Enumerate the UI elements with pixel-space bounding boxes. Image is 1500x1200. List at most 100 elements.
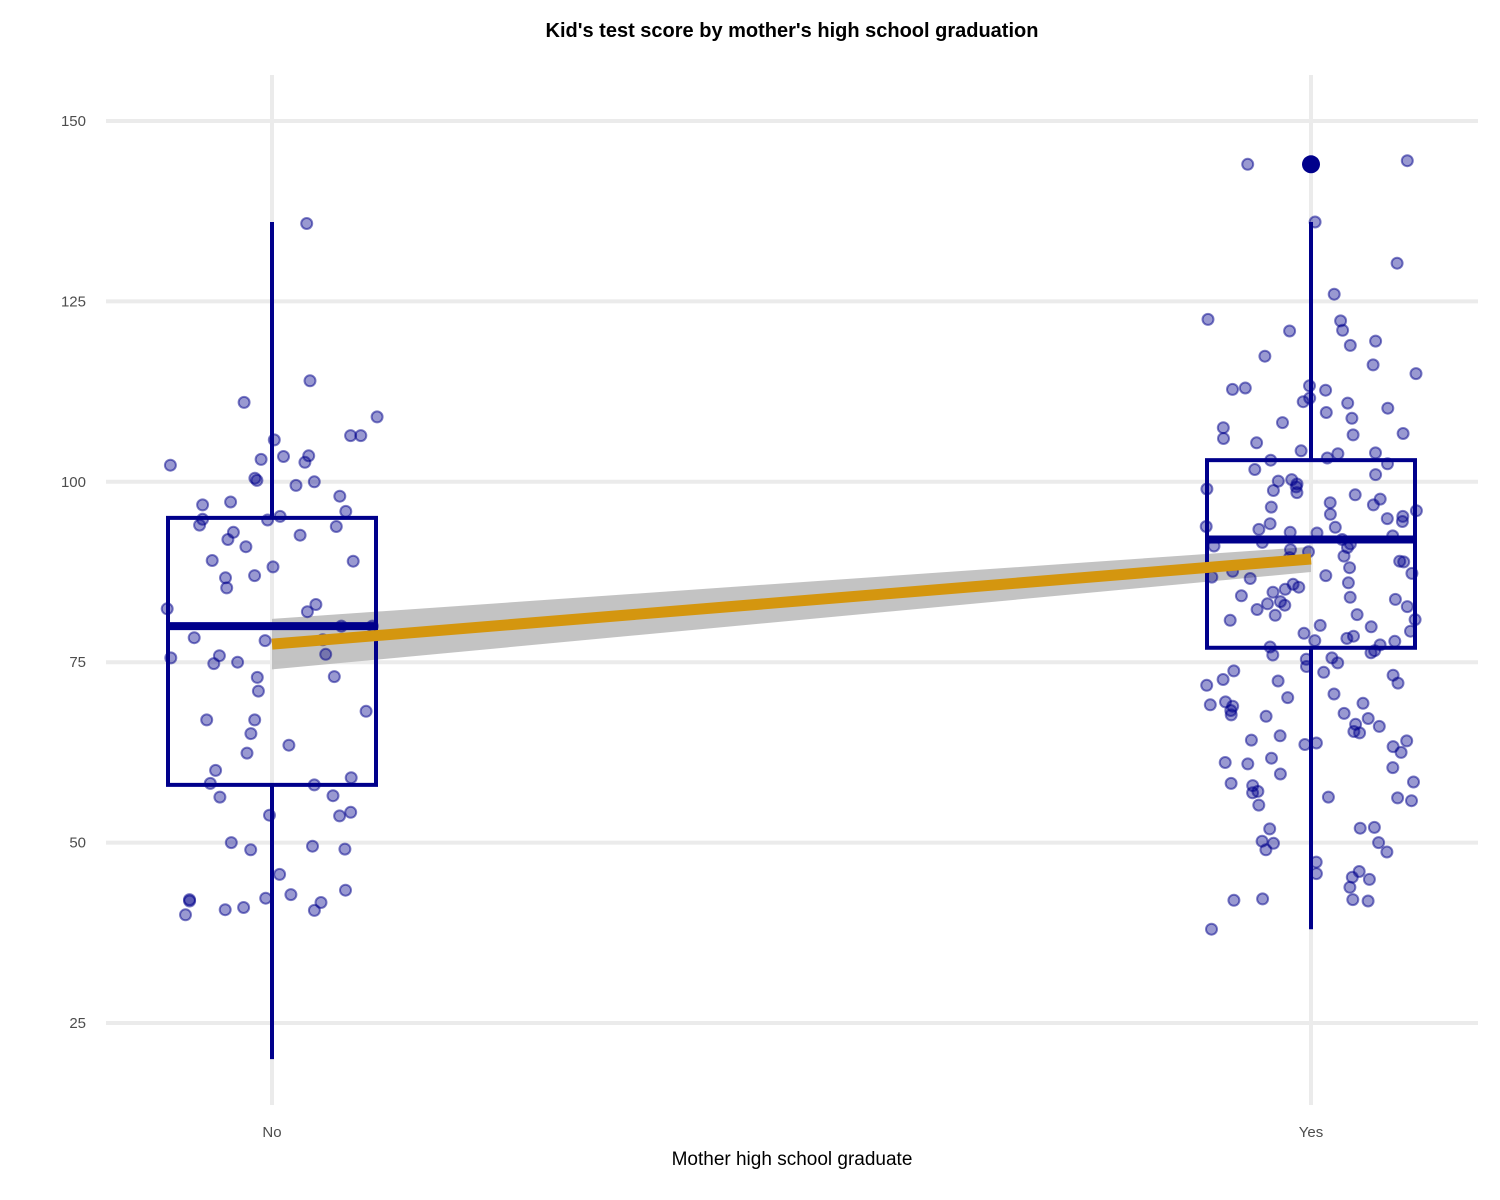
data-point bbox=[1341, 576, 1355, 590]
jitter-points-layer bbox=[160, 154, 1423, 936]
data-point bbox=[1227, 893, 1241, 907]
data-point bbox=[1271, 474, 1285, 488]
data-point bbox=[319, 647, 333, 661]
y-tick-label: 75 bbox=[69, 654, 86, 671]
data-point bbox=[338, 842, 352, 856]
data-point bbox=[1201, 312, 1215, 326]
data-point bbox=[300, 217, 314, 230]
data-point bbox=[259, 891, 273, 905]
data-point bbox=[1391, 676, 1405, 690]
data-point bbox=[1205, 922, 1218, 936]
data-point bbox=[1273, 729, 1287, 743]
data-point bbox=[1369, 334, 1383, 348]
data-point bbox=[1294, 444, 1308, 458]
data-point bbox=[1348, 488, 1362, 502]
data-point bbox=[1323, 496, 1337, 510]
data-point bbox=[1246, 786, 1260, 800]
data-point bbox=[1395, 515, 1409, 528]
data-point bbox=[1226, 382, 1239, 396]
confidence-band-layer bbox=[272, 546, 1311, 670]
data-point bbox=[329, 520, 343, 533]
trend-line bbox=[271, 553, 1312, 650]
data-point bbox=[219, 571, 232, 585]
data-point bbox=[1405, 794, 1418, 808]
data-point bbox=[359, 704, 373, 718]
data-point bbox=[1261, 597, 1274, 611]
data-point bbox=[239, 540, 253, 554]
data-point bbox=[344, 771, 358, 785]
data-point bbox=[1258, 349, 1272, 363]
data-point bbox=[218, 903, 232, 917]
data-point bbox=[187, 631, 201, 645]
data-point bbox=[1353, 726, 1367, 740]
data-point bbox=[1407, 775, 1420, 789]
data-point bbox=[1217, 432, 1230, 445]
data-point bbox=[1390, 256, 1404, 270]
data-point bbox=[1264, 500, 1278, 514]
data-point bbox=[183, 893, 196, 907]
data-point bbox=[1243, 572, 1257, 585]
data-point bbox=[1343, 338, 1357, 352]
data-point bbox=[1278, 598, 1292, 612]
data-point bbox=[196, 498, 210, 512]
data-point bbox=[333, 809, 347, 823]
data-point bbox=[1391, 791, 1405, 805]
data-point bbox=[266, 560, 280, 574]
data-point bbox=[258, 634, 272, 648]
data-point bbox=[1386, 761, 1400, 775]
data-point bbox=[370, 410, 384, 424]
data-point bbox=[1321, 790, 1335, 804]
data-point bbox=[1290, 486, 1304, 500]
data-point bbox=[248, 569, 262, 583]
data-point bbox=[1346, 428, 1360, 442]
data-point bbox=[1343, 880, 1357, 894]
x-axis-label: Mother high school graduate bbox=[672, 1149, 913, 1170]
data-point bbox=[1367, 820, 1381, 834]
data-point bbox=[1266, 585, 1280, 599]
data-point bbox=[163, 458, 177, 472]
data-point bbox=[209, 763, 223, 777]
data-point bbox=[277, 450, 290, 463]
data-point bbox=[1267, 836, 1280, 850]
data-point bbox=[1252, 522, 1266, 536]
data-point bbox=[344, 429, 358, 443]
data-point bbox=[1341, 396, 1355, 410]
data-point bbox=[1298, 738, 1312, 751]
data-point bbox=[1362, 872, 1376, 886]
data-point bbox=[1250, 603, 1264, 616]
data-point bbox=[1319, 406, 1333, 419]
data-point bbox=[231, 655, 245, 669]
data-point bbox=[1334, 314, 1348, 328]
data-point bbox=[1388, 592, 1402, 606]
confidence-band bbox=[272, 546, 1311, 670]
data-point bbox=[1353, 821, 1367, 835]
data-point bbox=[1256, 892, 1270, 906]
data-point bbox=[1252, 798, 1266, 812]
data-point bbox=[327, 670, 341, 684]
data-point bbox=[1308, 634, 1322, 648]
data-point bbox=[306, 839, 319, 853]
y-tick-label: 50 bbox=[69, 835, 86, 852]
data-point bbox=[1327, 287, 1341, 301]
data-point bbox=[224, 495, 238, 509]
data-point bbox=[212, 649, 226, 663]
data-point bbox=[282, 738, 296, 752]
data-point bbox=[1317, 665, 1331, 679]
data-point bbox=[248, 713, 262, 727]
data-point bbox=[1396, 427, 1410, 440]
y-tick-label: 100 bbox=[61, 474, 86, 491]
x-tick-label: Yes bbox=[1299, 1124, 1323, 1141]
data-point bbox=[205, 554, 219, 567]
data-point bbox=[1276, 416, 1289, 430]
data-point bbox=[303, 374, 317, 388]
data-point bbox=[179, 908, 192, 922]
data-point bbox=[326, 789, 340, 803]
data-point bbox=[307, 475, 321, 489]
data-point bbox=[1369, 446, 1382, 460]
data-point bbox=[224, 836, 238, 850]
data-point bbox=[1327, 687, 1341, 701]
data-point bbox=[1271, 674, 1285, 688]
data-point bbox=[237, 395, 251, 409]
data-point bbox=[1323, 507, 1337, 521]
